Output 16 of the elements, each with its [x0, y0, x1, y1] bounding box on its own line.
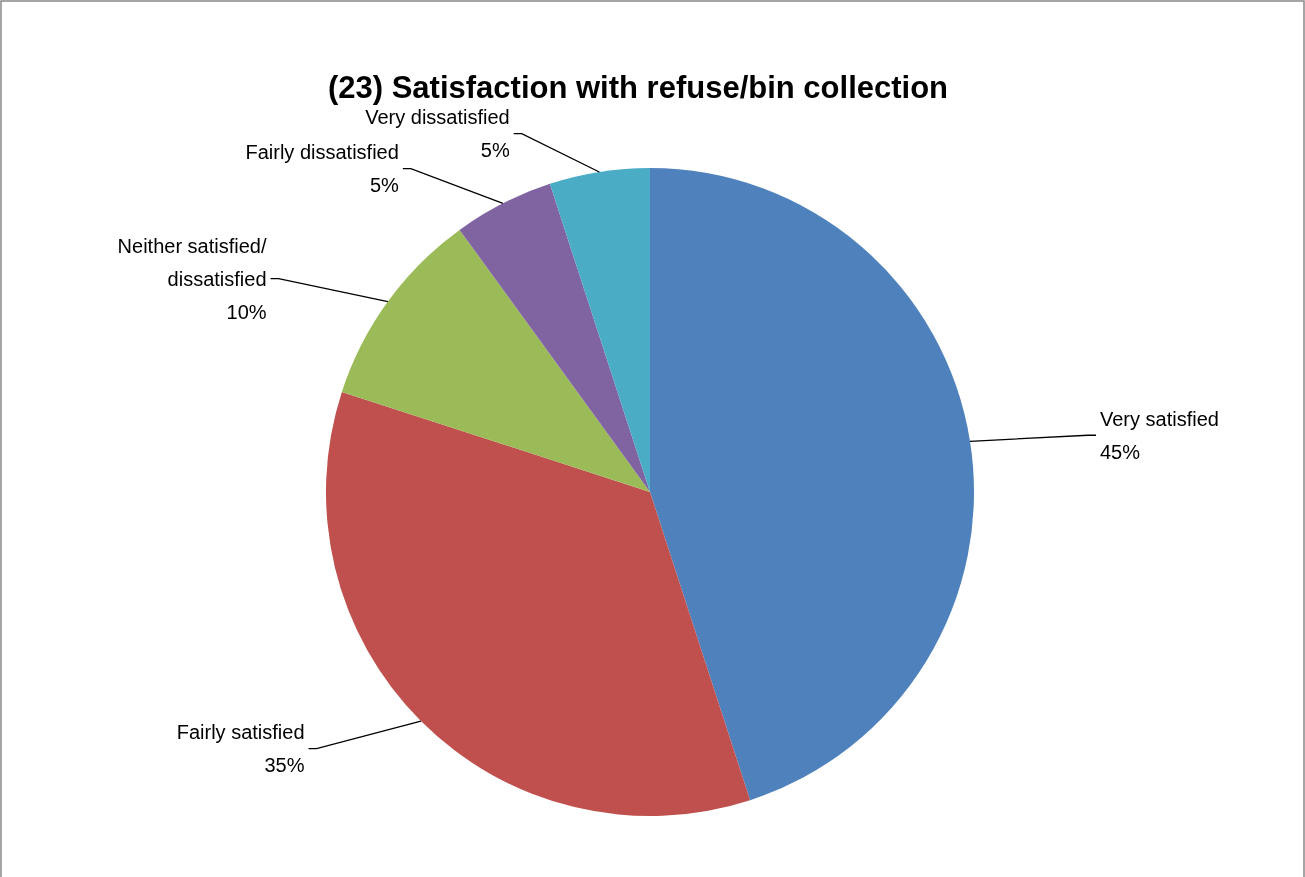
data-label: 5% [369, 174, 400, 197]
slice-label: Fairly dissatisfied [245, 141, 399, 164]
pie-slice [650, 168, 974, 801]
data-label: 35% [264, 754, 305, 777]
pie-slice [341, 229, 650, 492]
chart-title: (23) Satisfaction with refuse/bin collection [327, 70, 949, 105]
pie-slice [549, 168, 650, 492]
pie-slice [326, 391, 751, 816]
data-label: 10% [226, 300, 267, 323]
slice-label: Very dissatisfied [365, 106, 510, 129]
slice-label: Neither satisfied/dissatisfied [117, 234, 267, 290]
slice-label: Very satisfied [1100, 407, 1219, 430]
data-label: 5% [480, 139, 510, 162]
pie-slice [459, 183, 650, 492]
slice-label: Fairly satisfied [176, 721, 305, 744]
data-label: 45% [1100, 440, 1141, 463]
